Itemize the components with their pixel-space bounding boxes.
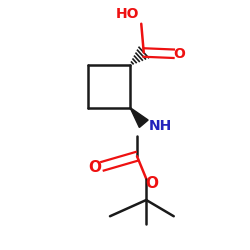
Text: O: O [173,47,185,61]
Text: O: O [145,176,158,190]
Text: HO: HO [116,7,139,21]
Text: O: O [88,160,101,176]
Text: NH: NH [149,119,172,133]
Polygon shape [130,108,148,128]
